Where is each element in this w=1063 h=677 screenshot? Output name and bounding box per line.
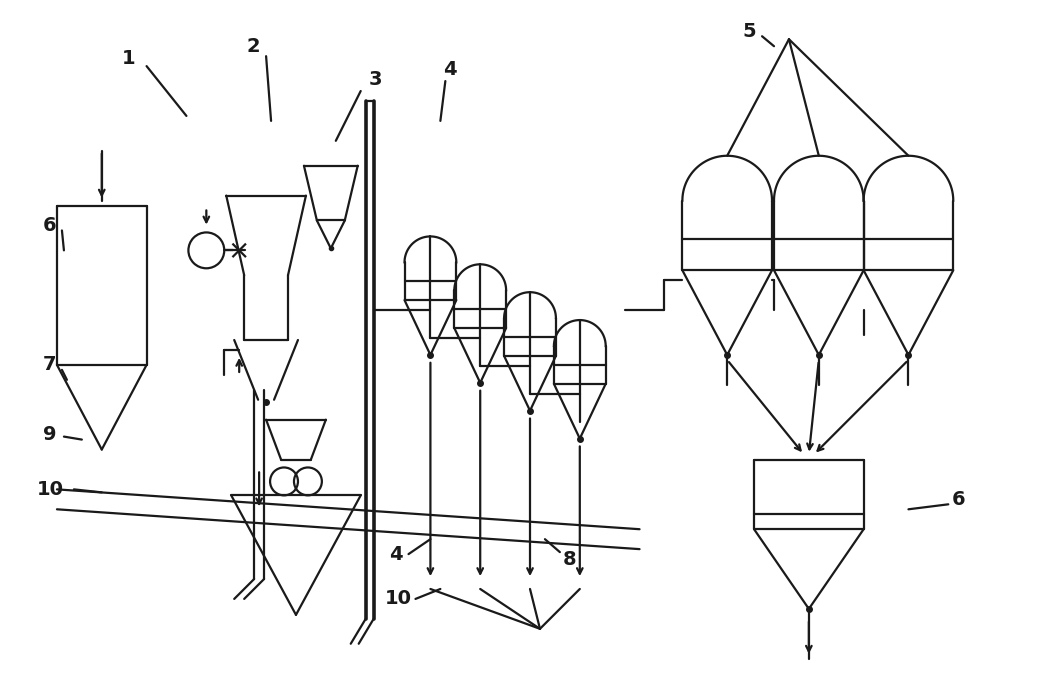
Text: 9: 9 bbox=[44, 425, 56, 444]
Text: 2: 2 bbox=[247, 37, 260, 56]
Text: 5: 5 bbox=[742, 22, 756, 41]
Text: 6: 6 bbox=[951, 490, 965, 509]
Text: 4: 4 bbox=[389, 544, 403, 564]
Text: 3: 3 bbox=[369, 70, 383, 89]
Text: 6: 6 bbox=[44, 216, 56, 235]
Text: 7: 7 bbox=[44, 355, 56, 374]
Text: 10: 10 bbox=[385, 590, 412, 609]
Text: 1: 1 bbox=[122, 49, 135, 68]
Text: 8: 8 bbox=[563, 550, 576, 569]
Text: 4: 4 bbox=[443, 60, 457, 79]
Text: 10: 10 bbox=[36, 480, 64, 499]
